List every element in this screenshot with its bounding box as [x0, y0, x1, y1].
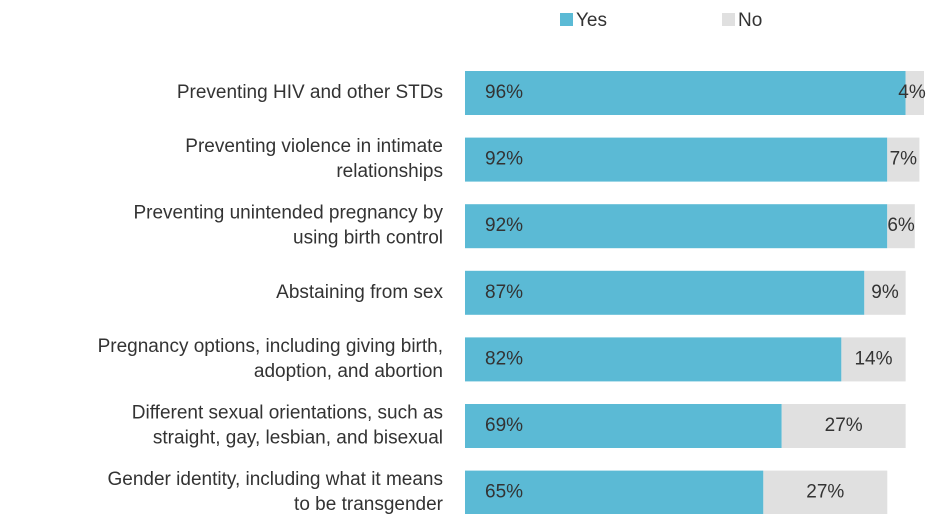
category-label: Preventing violence in intimate: [185, 136, 443, 157]
legend-label: No: [738, 10, 762, 31]
category-label: using birth control: [293, 228, 443, 249]
value-label: 27%: [825, 415, 863, 436]
category-label: Abstaining from sex: [276, 282, 443, 303]
bar-segment: [887, 204, 915, 249]
value-label: 87%: [485, 282, 523, 303]
bar-segment: [465, 137, 888, 182]
legend-label: Yes: [576, 10, 607, 31]
bar-segment: [465, 270, 865, 315]
category-label: Preventing unintended pregnancy by: [133, 203, 443, 224]
category-label: Different sexual orientations, such as: [132, 403, 443, 424]
value-label: 92%: [485, 215, 523, 236]
value-label: 82%: [485, 348, 523, 369]
category-label: to be transgender: [294, 494, 444, 514]
bar-segment: [905, 71, 924, 115]
bar-segment: [887, 137, 920, 182]
value-label: 6%: [887, 215, 915, 236]
value-label: 69%: [485, 415, 523, 436]
value-label: 14%: [854, 348, 892, 369]
category-label: straight, gay, lesbian, and bisexual: [153, 428, 443, 449]
category-label: Pregnancy options, including giving birt…: [98, 336, 443, 357]
category-label: Gender identity, including what it means: [108, 469, 444, 490]
value-label: 4%: [898, 82, 926, 103]
value-label: 65%: [485, 482, 523, 503]
bar-segment: [465, 71, 906, 115]
value-label: 92%: [485, 149, 523, 170]
legend-swatch: [560, 13, 573, 26]
category-label: adoption, and abortion: [254, 361, 443, 382]
value-label: 7%: [890, 149, 918, 170]
value-label: 9%: [871, 282, 899, 303]
legend-swatch: [722, 13, 735, 26]
bar-segment: [465, 204, 888, 249]
bar-segment: [864, 270, 906, 315]
bar-segment: [763, 470, 888, 514]
bar-segment: [465, 470, 764, 514]
value-label: 96%: [485, 82, 523, 103]
value-label: 27%: [806, 482, 844, 503]
bar-segment: [841, 337, 906, 382]
bar-segment: [465, 404, 782, 448]
bar-segment: [465, 337, 842, 382]
bar-segment: [781, 404, 906, 448]
category-label: relationships: [336, 161, 443, 182]
category-label: Preventing HIV and other STDs: [177, 82, 443, 103]
